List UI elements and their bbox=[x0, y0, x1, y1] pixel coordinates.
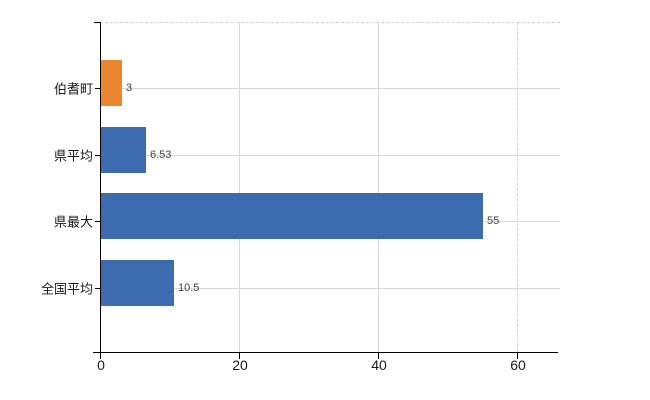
bar bbox=[101, 127, 146, 173]
x-tick-label: 60 bbox=[510, 357, 526, 373]
row-gridline bbox=[101, 155, 560, 156]
category-label: 伯耆町 bbox=[53, 81, 93, 97]
y-axis-top-tick bbox=[94, 22, 100, 23]
category-label: 県平均 bbox=[53, 148, 93, 164]
x-axis-tick bbox=[517, 353, 518, 359]
plot-top-border bbox=[100, 22, 560, 23]
category-label: 県最大 bbox=[53, 214, 93, 230]
bar bbox=[101, 193, 483, 239]
x-axis bbox=[93, 352, 558, 353]
y-axis-tick bbox=[95, 155, 100, 156]
x-gridline-40 bbox=[378, 22, 379, 352]
y-axis-tick bbox=[95, 288, 100, 289]
x-tick-label: 0 bbox=[97, 357, 105, 373]
x-tick-label: 20 bbox=[232, 357, 248, 373]
y-axis bbox=[100, 22, 101, 359]
bar bbox=[101, 60, 122, 106]
bar-value-label: 6.53 bbox=[150, 149, 172, 161]
y-axis-tick bbox=[95, 88, 100, 89]
x-tick-label: 40 bbox=[371, 357, 387, 373]
y-axis-tick bbox=[95, 221, 100, 222]
x-gridline-20 bbox=[239, 22, 240, 352]
bar-value-label: 10.5 bbox=[178, 282, 200, 294]
row-gridline bbox=[101, 288, 560, 289]
x-gridline-60 bbox=[517, 22, 518, 352]
bar-value-label: 3 bbox=[126, 82, 133, 94]
category-label: 全国平均 bbox=[40, 281, 93, 297]
row-gridline bbox=[101, 88, 560, 89]
x-axis-tick bbox=[239, 353, 240, 359]
bar bbox=[101, 260, 174, 306]
x-axis-tick bbox=[378, 353, 379, 359]
bar-value-label: 55 bbox=[487, 215, 500, 227]
